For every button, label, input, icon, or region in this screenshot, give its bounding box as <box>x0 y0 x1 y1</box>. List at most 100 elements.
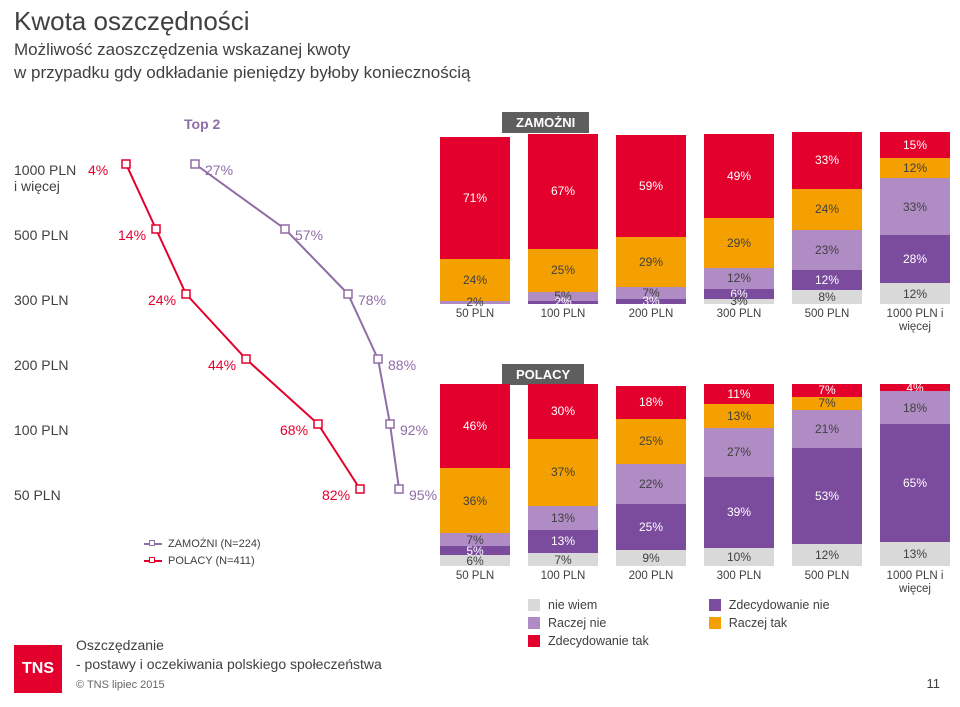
bar-segment: 13% <box>880 542 950 566</box>
bar-segment: 59% <box>616 135 686 236</box>
bar-segment: 13% <box>528 530 598 554</box>
bar-segment: 21% <box>792 410 862 448</box>
stacked-bar-column: 30%37%13%13%7% <box>528 384 598 566</box>
bar-segment: 9% <box>616 550 686 566</box>
bar-segment: 27% <box>704 428 774 477</box>
legend-swatch <box>528 599 540 611</box>
bar-segment: 10% <box>704 548 774 566</box>
bar-segment: 18% <box>616 386 686 419</box>
x-axis-label: 500 PLN <box>792 308 862 334</box>
bar-segment: 12% <box>792 270 862 291</box>
bar-segment: 25% <box>528 249 598 292</box>
bar-segment: 33% <box>880 178 950 235</box>
bar-segment: 22% <box>616 464 686 504</box>
top2-row: 100 PLN68%92% <box>14 400 424 460</box>
top2-polacy-value: 44% <box>208 357 236 373</box>
bar-segment: 12% <box>792 544 862 566</box>
bar-segment: 12% <box>704 268 774 289</box>
top2-polacy-value: 68% <box>280 422 308 438</box>
top2-zamozni-value: 78% <box>358 292 386 308</box>
slide-subtitle: Możliwość zaoszczędzenia wskazanej kwoty… <box>0 37 960 85</box>
bar-segment: 36% <box>440 468 510 534</box>
top2-category-label: 300 PLN <box>14 292 68 308</box>
bar-segment: 13% <box>528 506 598 530</box>
bar-segment: 6% <box>440 555 510 566</box>
legend-item: nie wiem <box>528 598 649 612</box>
stacked-bar-column: 46%36%7%5%6% <box>440 384 510 566</box>
x-axis-label: 1000 PLN i więcej <box>880 308 950 334</box>
stacked-bar-column: 11%13%27%39%10% <box>704 384 774 566</box>
stacked-bar-column: 7%7%21%53%12% <box>792 384 862 566</box>
bar-segment: 2% <box>528 301 598 304</box>
zamozni-chart: ZAMOŻNI 71%24%2%67%25%5%2%59%29%7%3%49%2… <box>440 114 950 344</box>
zamozni-tag: ZAMOŻNI <box>502 112 589 133</box>
bar-segment: 4% <box>880 384 950 391</box>
legend-item: Raczej tak <box>709 616 830 630</box>
x-axis-label: 50 PLN <box>440 570 510 596</box>
bar-segment: 25% <box>616 504 686 550</box>
x-axis-label: 1000 PLN i więcej <box>880 570 950 596</box>
top2-row: 500 PLN14%57% <box>14 205 424 265</box>
x-axis-label: 500 PLN <box>792 570 862 596</box>
bar-segment: 18% <box>880 391 950 424</box>
bar-segment: 49% <box>704 134 774 218</box>
stacked-bar-column: 15%12%33%28%12% <box>880 132 950 304</box>
legend-swatch <box>709 599 721 611</box>
bar-segment: 53% <box>792 448 862 544</box>
subtitle-line2: w przypadku gdy odkładanie pieniędzy był… <box>14 63 470 82</box>
stacked-bar-column: 4%18%65%13% <box>880 384 950 566</box>
top2-category-label: 50 PLN <box>14 487 61 503</box>
top2-chart: Top 2 1000 PLN i więcej4%27%500 PLN14%57… <box>14 120 424 560</box>
legend-swatch <box>709 617 721 629</box>
x-axis-label: 100 PLN <box>528 308 598 334</box>
bar-segment: 23% <box>792 230 862 270</box>
bar-segment: 3% <box>616 299 686 304</box>
top2-zamozni-value: 57% <box>295 227 323 243</box>
bar-segment: 3% <box>704 299 774 304</box>
legend-label: Zdecydowanie nie <box>729 598 830 612</box>
legend-swatch <box>528 617 540 629</box>
bar-segment: 15% <box>880 132 950 158</box>
bar-segment: 28% <box>880 235 950 283</box>
legend-item: Raczej nie <box>528 616 649 630</box>
bar-segment: 29% <box>616 237 686 287</box>
top2-zamozni-value: 88% <box>388 357 416 373</box>
bar-segment: 33% <box>792 132 862 189</box>
polacy-chart: POLACY 46%36%7%5%6%30%37%13%13%7%18%25%2… <box>440 366 950 626</box>
top2-row: 50 PLN82%95% <box>14 465 424 525</box>
bar-segment: 7% <box>792 384 862 397</box>
footer-copyright: © TNS lipiec 2015 <box>76 679 165 691</box>
bar-segment: 67% <box>528 134 598 249</box>
top2-row: 300 PLN 24% 78% <box>14 270 424 330</box>
top2-zamozni-value: 92% <box>400 422 428 438</box>
bar-segment: 12% <box>880 158 950 179</box>
bar-segment: 13% <box>704 404 774 428</box>
bar-segment: 46% <box>440 384 510 468</box>
legend-item: Zdecydowanie nie <box>709 598 830 612</box>
bar-segment: 7% <box>792 397 862 410</box>
bar-segment: 24% <box>792 189 862 230</box>
bar-segment: 11% <box>704 384 774 404</box>
x-axis-label: 200 PLN <box>616 308 686 334</box>
legend-zamozni-label: ZAMOŻNI (N=224) <box>168 536 261 553</box>
legend-label: Raczej nie <box>548 616 606 630</box>
top2-category-label: 100 PLN <box>14 422 68 438</box>
subtitle-line1: Możliwość zaoszczędzenia wskazanej kwoty <box>14 40 350 59</box>
bar-segment: 30% <box>528 384 598 439</box>
stacked-bar-column: 71%24%2% <box>440 132 510 304</box>
top2-zamozni-value: 27% <box>205 162 233 178</box>
page-number: 11 <box>927 676 941 691</box>
top2-polacy-value: 24% <box>148 292 176 308</box>
top2-row: 200 PLN44%88% <box>14 335 424 395</box>
bar-segment: 12% <box>880 283 950 304</box>
stacked-bar-column: 49%29%12%6%3% <box>704 132 774 304</box>
stacked-bar-column: 18%25%22%25%9% <box>616 384 686 566</box>
bar-segment: 65% <box>880 424 950 542</box>
top2-polacy-value: 4% <box>88 162 108 178</box>
x-axis-label: 50 PLN <box>440 308 510 334</box>
x-axis-label: 300 PLN <box>704 308 774 334</box>
top2-polacy-value: 82% <box>322 487 350 503</box>
bar-segment: 2% <box>440 301 510 304</box>
legend-label: Raczej tak <box>729 616 787 630</box>
footer-line1: Oszczędzanie <box>76 637 164 653</box>
